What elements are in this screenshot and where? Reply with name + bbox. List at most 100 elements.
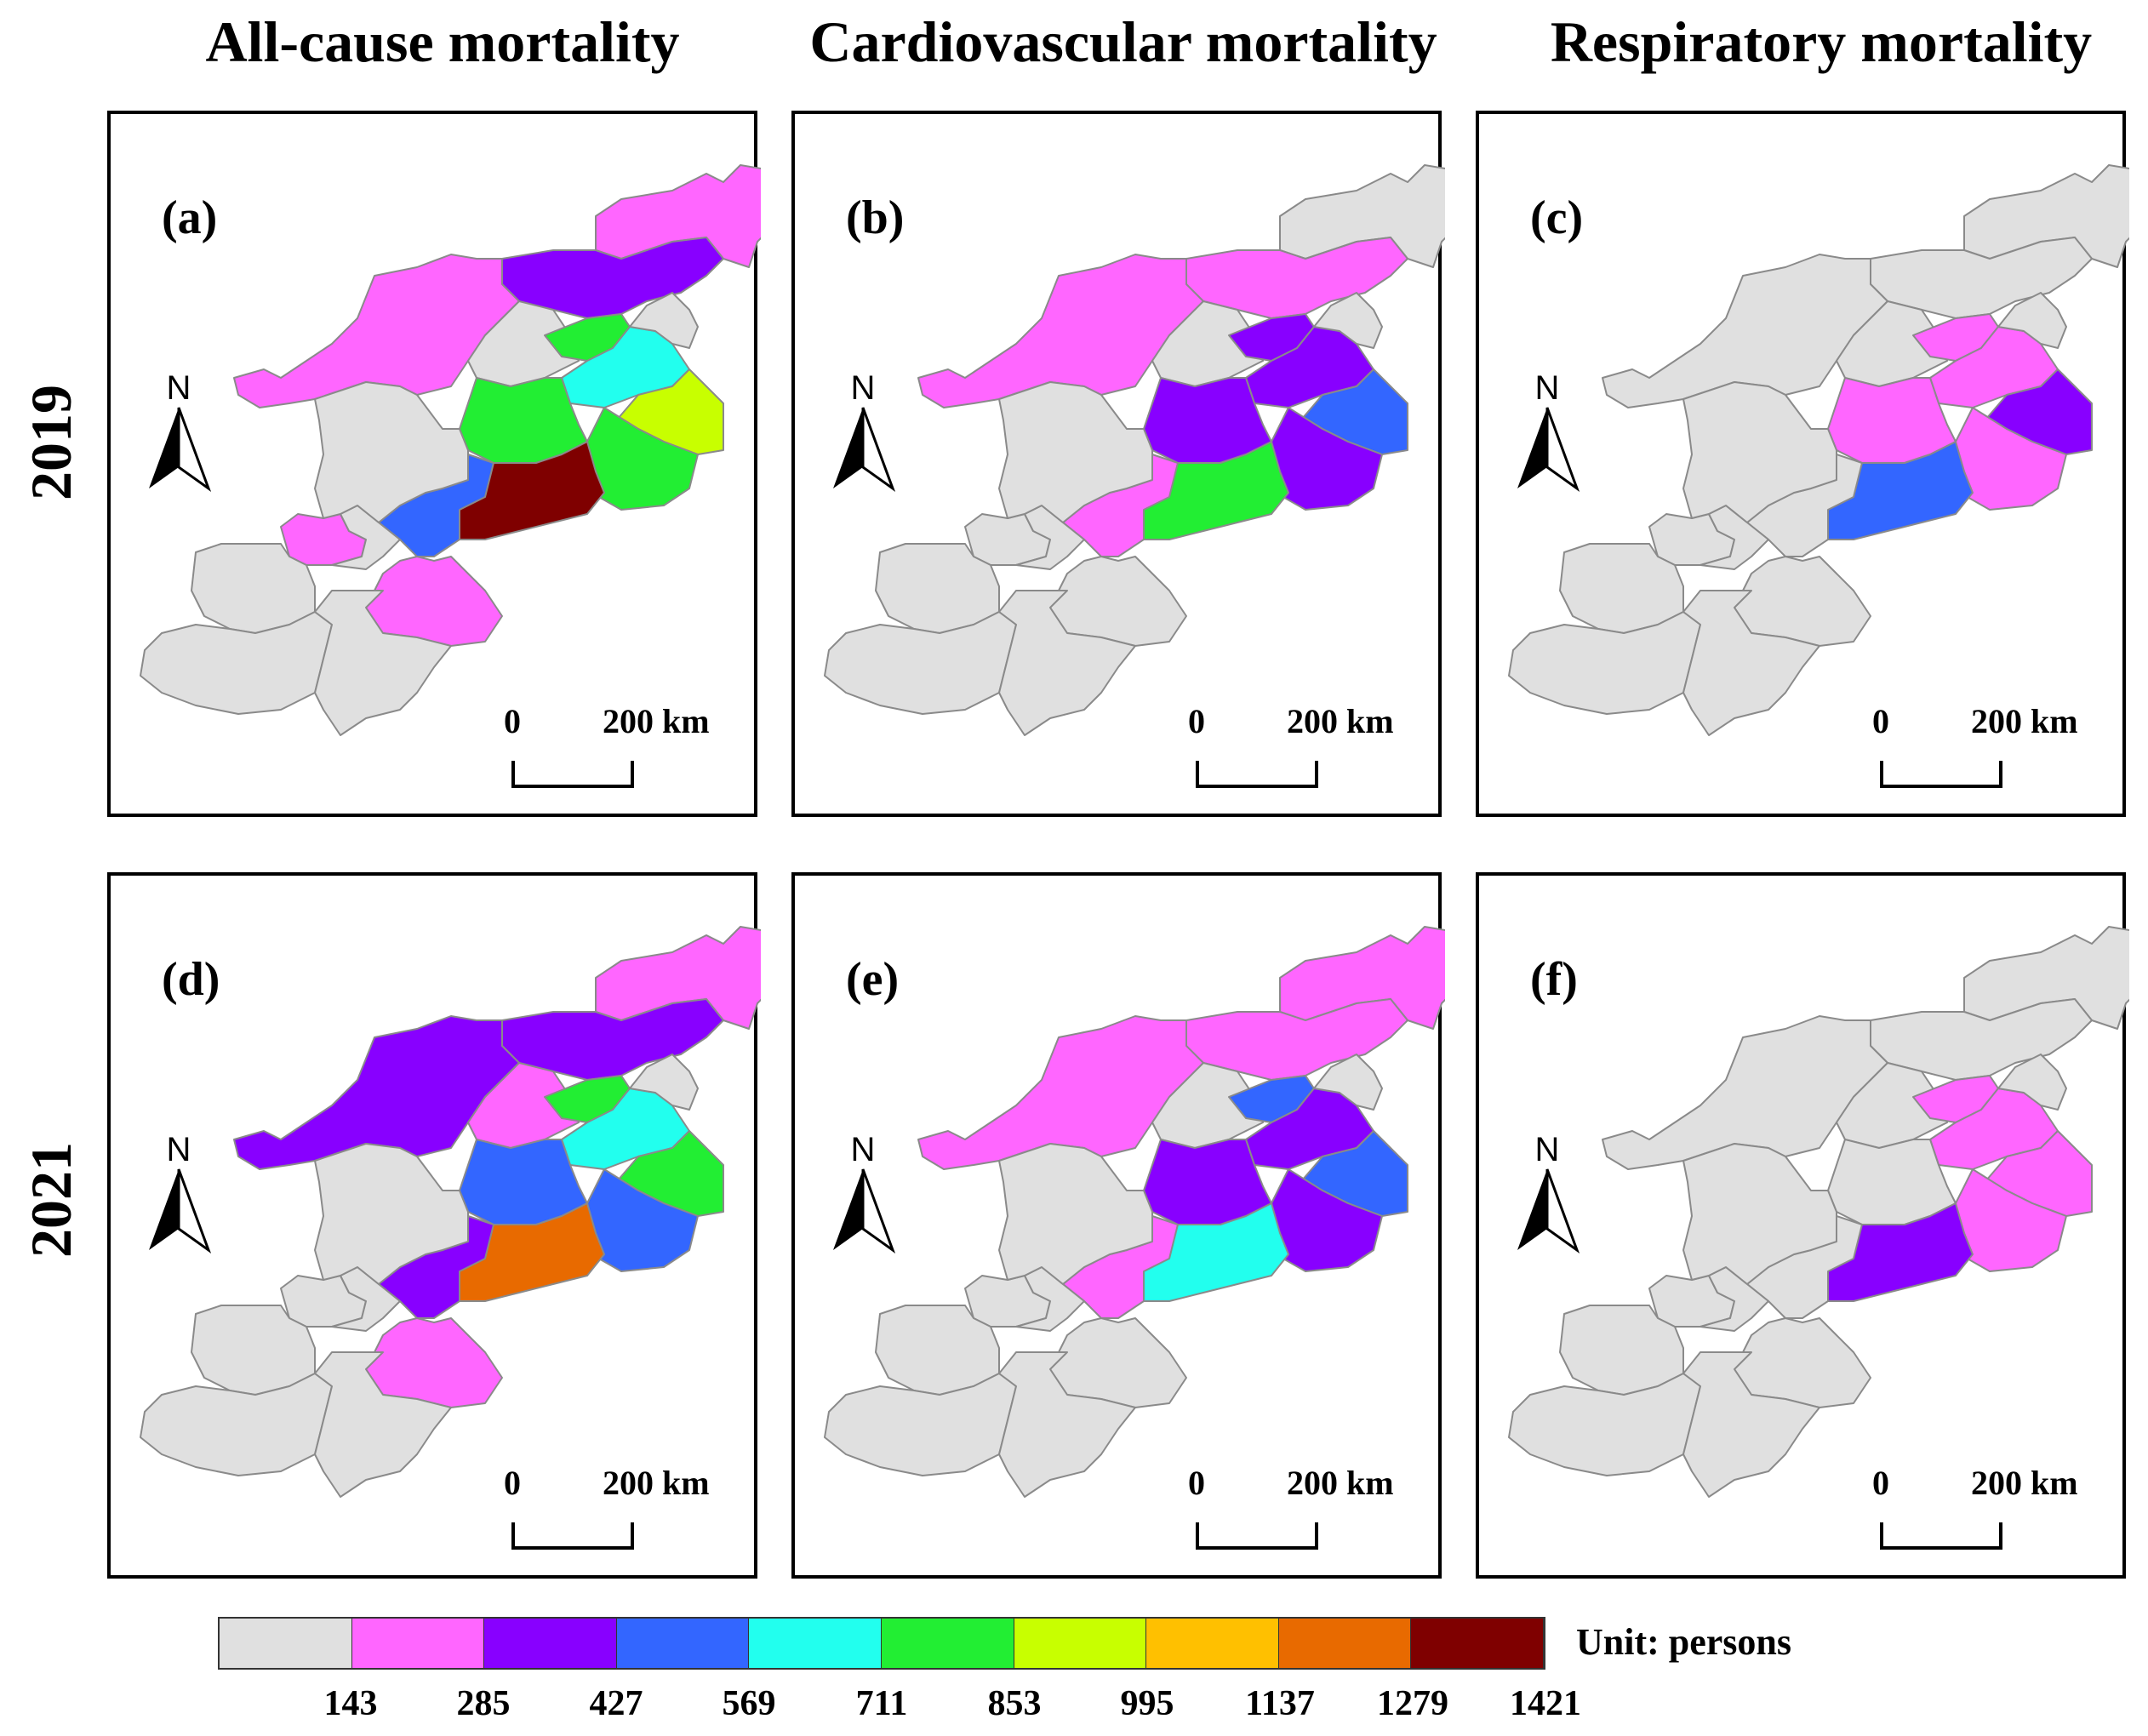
scale-start-label: 0 <box>504 702 521 740</box>
north-arrow-icon: N <box>825 369 901 497</box>
region-n6 <box>1245 326 1374 408</box>
legend-tick-label: 143 <box>323 1684 378 1723</box>
region-s5 <box>998 590 1136 736</box>
region-s2 <box>191 543 316 634</box>
region-c2 <box>586 1168 699 1272</box>
legend-unit: Unit: persons <box>1576 1621 1792 1663</box>
legend-swatch <box>220 1619 352 1668</box>
region-c5 <box>1734 556 1871 647</box>
region-n6 <box>1929 1088 2059 1170</box>
scale-bar: 0 200 km <box>1188 701 1394 795</box>
map-panel-e: (e) N 0 200 km <box>791 872 1445 1579</box>
scale-start-label: 0 <box>1872 702 1889 740</box>
region-w1 <box>998 1143 1153 1285</box>
map-panel-c: (c) N 0 200 km <box>1476 111 2129 817</box>
legend-swatch <box>351 1619 485 1668</box>
map-svg <box>140 164 761 736</box>
north-label: N <box>850 1131 876 1168</box>
region-c3 <box>459 441 605 540</box>
region-n6 <box>561 1088 690 1170</box>
region-n6 <box>1245 1088 1374 1170</box>
north-label: N <box>166 1131 191 1168</box>
region-s5 <box>998 1351 1136 1498</box>
region-n8 <box>629 1054 699 1111</box>
region-c3 <box>1827 1202 1974 1302</box>
legend-swatch <box>1014 1619 1147 1668</box>
region-w1 <box>1682 1143 1837 1285</box>
scale-end-label: 200 km <box>603 702 710 740</box>
region-s2 <box>875 543 1000 634</box>
north-arrow-icon: N <box>825 1131 901 1259</box>
north-label: N <box>1534 1131 1560 1168</box>
north-arrow-icon: N <box>1509 369 1585 497</box>
region-s2 <box>1559 543 1684 634</box>
region-c2 <box>1271 407 1383 511</box>
region-s2 <box>875 1305 1000 1396</box>
region-w1 <box>314 1143 469 1285</box>
legend-tick-label: 1137 <box>1245 1684 1315 1723</box>
map-panel-a: (a) N 0 200 km <box>107 111 761 817</box>
panel-label: (d) <box>162 953 220 1006</box>
region-c5 <box>1049 556 1187 647</box>
region-w1 <box>998 381 1153 523</box>
legend-tick-label: 1279 <box>1377 1684 1448 1723</box>
legend-tick-label: 427 <box>589 1684 643 1723</box>
region-w1 <box>1682 381 1837 523</box>
legend-tick-label: 853 <box>987 1684 1042 1723</box>
map-panel-f: (f) N 0 200 km <box>1476 872 2129 1579</box>
north-arrow-icon: N <box>140 1131 217 1259</box>
north-arrow-icon: N <box>1509 1131 1585 1259</box>
region-s5 <box>1682 1351 1820 1498</box>
scale-end-label: 200 km <box>1287 1464 1394 1502</box>
region-s5 <box>314 590 452 736</box>
region-s2 <box>1559 1305 1684 1396</box>
legend-swatch <box>1411 1619 1544 1668</box>
legend-swatch <box>749 1619 882 1668</box>
region-n8 <box>1997 1054 2067 1111</box>
panel-label: (a) <box>162 191 218 244</box>
legend-tick-label: 995 <box>1120 1684 1174 1723</box>
region-c5 <box>1049 1317 1187 1408</box>
scale-end-label: 200 km <box>1287 702 1394 740</box>
region-n8 <box>1997 292 2067 349</box>
panel-label: (c) <box>1530 191 1584 244</box>
map-svg <box>1508 926 2129 1498</box>
legend-tick-label: 711 <box>855 1684 908 1723</box>
region-n6 <box>1929 326 2059 408</box>
scale-bar: 0 200 km <box>504 1463 710 1556</box>
region-c2 <box>586 407 699 511</box>
row-title-2021: 2021 <box>19 1142 83 1258</box>
legend-swatch <box>881 1619 1014 1668</box>
region-n8 <box>1313 292 1383 349</box>
scale-bar: 0 200 km <box>1872 1463 2078 1556</box>
map-svg <box>824 926 1445 1498</box>
north-arrow-icon: N <box>140 369 217 497</box>
legend-swatch <box>616 1619 750 1668</box>
region-c5 <box>365 1317 503 1408</box>
scale-start-label: 0 <box>1188 1464 1205 1502</box>
column-title-cardiovascular: Cardiovascular mortality <box>809 9 1437 74</box>
legend-swatch <box>1278 1619 1412 1668</box>
north-label: N <box>166 369 191 407</box>
panel-label: (f) <box>1530 953 1578 1006</box>
map-svg <box>824 164 1445 736</box>
map-panel-d: (d) N 0 200 km <box>107 872 761 1579</box>
region-c2 <box>1271 1168 1383 1272</box>
region-n6 <box>561 326 690 408</box>
region-c5 <box>365 556 503 647</box>
region-c3 <box>1143 1202 1289 1302</box>
region-n8 <box>629 292 699 349</box>
map-svg <box>1508 164 2129 736</box>
scale-start-label: 0 <box>1872 1464 1889 1502</box>
legend-tick-label: 1421 <box>1510 1684 1581 1723</box>
region-s5 <box>314 1351 452 1498</box>
scale-bar: 0 200 km <box>504 701 710 795</box>
north-label: N <box>1534 369 1560 407</box>
region-c3 <box>1827 441 1974 540</box>
scale-bar: 0 200 km <box>1188 1463 1394 1556</box>
region-c2 <box>1955 1168 2067 1272</box>
map-panel-b: (b) N 0 200 km <box>791 111 1445 817</box>
north-label: N <box>850 369 876 407</box>
scale-bar: 0 200 km <box>1872 701 2078 795</box>
scale-end-label: 200 km <box>603 1464 710 1502</box>
